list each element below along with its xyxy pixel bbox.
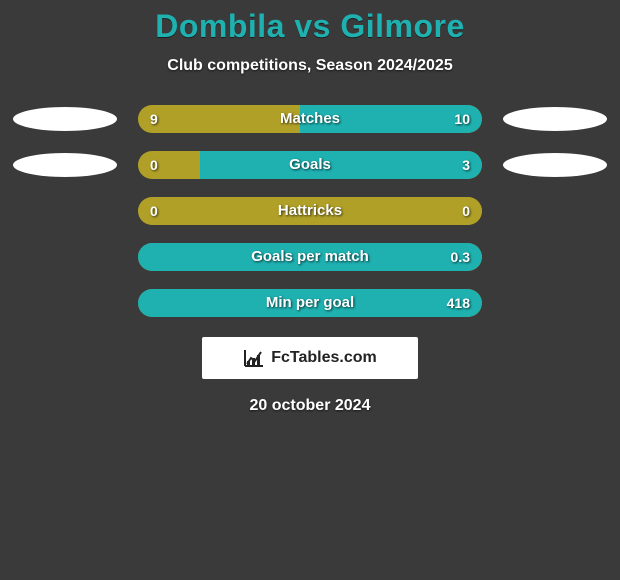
date-label: 20 october 2024 [0, 397, 620, 415]
comparison-widget: Dombila vs Gilmore Club competitions, Se… [0, 0, 620, 415]
team-badge-left [13, 107, 117, 131]
stat-row: 0Goals3 [0, 151, 620, 179]
stat-bar: 9Matches10 [138, 105, 482, 133]
subtitle: Club competitions, Season 2024/2025 [0, 57, 620, 75]
stat-label: Matches [138, 105, 482, 133]
right-badge-slot [500, 105, 610, 133]
left-badge-slot [10, 105, 120, 133]
stat-bar: 0Goals3 [138, 151, 482, 179]
stat-rows: 9Matches100Goals30Hattricks0Goals per ma… [0, 105, 620, 317]
stat-bar: Min per goal418 [138, 289, 482, 317]
stat-right-value: 418 [447, 289, 470, 317]
team-badge-left [13, 153, 117, 177]
stat-label: Hattricks [138, 197, 482, 225]
left-badge-slot [10, 197, 120, 225]
stat-row: 9Matches10 [0, 105, 620, 133]
attribution-text: FcTables.com [271, 349, 377, 367]
team-badge-right [503, 153, 607, 177]
attribution-badge[interactable]: FcTables.com [202, 337, 418, 379]
stat-right-value: 0 [462, 197, 470, 225]
right-badge-slot [500, 151, 610, 179]
stat-bar: 0Hattricks0 [138, 197, 482, 225]
stat-label: Goals per match [138, 243, 482, 271]
stat-bar: Goals per match0.3 [138, 243, 482, 271]
stat-label: Min per goal [138, 289, 482, 317]
left-badge-slot [10, 289, 120, 317]
left-badge-slot [10, 243, 120, 271]
stat-row: 0Hattricks0 [0, 197, 620, 225]
team-badge-right [503, 107, 607, 131]
right-badge-slot [500, 289, 610, 317]
right-badge-slot [500, 243, 610, 271]
left-badge-slot [10, 151, 120, 179]
page-title: Dombila vs Gilmore [0, 8, 620, 45]
chart-icon [243, 348, 265, 368]
stat-row: Min per goal418 [0, 289, 620, 317]
stat-label: Goals [138, 151, 482, 179]
stat-right-value: 0.3 [451, 243, 470, 271]
stat-right-value: 10 [454, 105, 470, 133]
stat-row: Goals per match0.3 [0, 243, 620, 271]
right-badge-slot [500, 197, 610, 225]
stat-right-value: 3 [462, 151, 470, 179]
